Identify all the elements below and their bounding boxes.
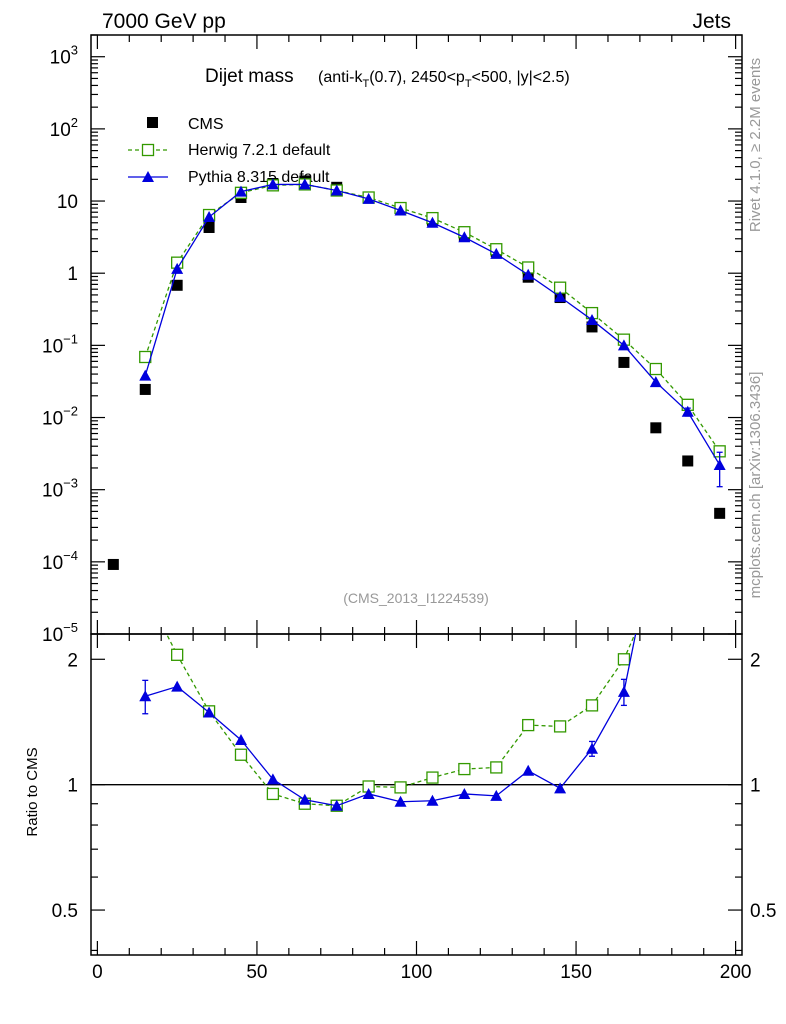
- pythia-ratio-point: [266, 773, 279, 785]
- pythia-main-point: [426, 216, 439, 228]
- pythia-main-point: [362, 192, 375, 204]
- chart-title: Dijet mass: [205, 66, 294, 87]
- chart-subtitle: (anti-kT(0.7), 2450<pT<500, |y|<2.5): [318, 69, 570, 90]
- herwig-ratio-point: [553, 720, 567, 733]
- herwig-ratio-point: [617, 653, 631, 666]
- ratio-ylabel: Ratio to CMS: [24, 747, 41, 836]
- herwig-ratio-point: [234, 748, 248, 761]
- ratio-y-tick-label-right: 0.5: [750, 901, 776, 922]
- x-tick-label: 150: [560, 962, 592, 983]
- pythia-ratio-point: [298, 793, 311, 805]
- main-y-tick-label: 10−3: [42, 476, 78, 502]
- legend-cms-label: CMS: [188, 116, 224, 133]
- legend-pythia-marker: [142, 171, 154, 182]
- pythia-main-point: [234, 185, 247, 197]
- header-energy: 7000 GeV pp: [102, 10, 226, 33]
- pythia-ratio-point: [458, 787, 471, 799]
- rivet-label: Rivet 4.1.0, ≥ 2.2M events: [747, 58, 764, 232]
- pythia-main-point: [171, 262, 184, 274]
- ratio-plot-area: [139, 634, 637, 812]
- pythia-main-point: [394, 204, 407, 216]
- herwig-ratio-point: [585, 699, 599, 712]
- pythia-ratio-point: [617, 685, 630, 697]
- ratio-plot-frame: [90, 633, 743, 956]
- ratio-y-tick-label-left: 1: [67, 776, 78, 797]
- cms-main-point: [714, 507, 726, 519]
- cms-main-point: [107, 558, 119, 570]
- ratio-y-tick-label-right: 1: [750, 776, 761, 797]
- pythia-ratio-point: [139, 690, 152, 702]
- pythia-main-point: [490, 247, 503, 259]
- x-tick-label: 100: [401, 962, 433, 983]
- main-y-tick-label: 10−2: [42, 404, 78, 430]
- pythia-ratio-point: [426, 794, 439, 806]
- legend-cms-marker: [147, 117, 158, 128]
- pythia-main-point: [713, 458, 726, 470]
- pythia-ratio-point: [234, 734, 247, 746]
- pythia-ratio-point: [394, 795, 407, 807]
- pythia-main-point: [554, 290, 567, 302]
- pythia-main-point: [522, 268, 535, 280]
- main-y-tick-label: 102: [50, 115, 78, 141]
- pythia-main-point: [203, 211, 216, 223]
- ratio-y-tick-label-left: 2: [67, 650, 78, 671]
- pythia-ratio-point: [330, 799, 343, 811]
- pythia-ratio-point: [586, 742, 599, 754]
- x-tick-label: 0: [92, 962, 103, 983]
- pythia-ratio-point: [362, 787, 375, 799]
- analysis-id: (CMS_2013_I1224539): [343, 590, 489, 606]
- pythia-main-point: [649, 376, 662, 388]
- cms-main-point: [203, 221, 215, 233]
- ratio-y-tick-label-left: 0.5: [52, 901, 78, 922]
- x-tick-label: 50: [246, 962, 267, 983]
- legend: CMS Herwig 7.2.1 default Pythia 8.315 de…: [128, 116, 331, 186]
- pythia-main-point: [139, 369, 152, 381]
- legend-herwig-label: Herwig 7.2.1 default: [188, 142, 331, 159]
- mcplots-label: mcplots.cern.ch [arXiv:1306.3436]: [747, 372, 764, 599]
- herwig-ratio-line: [165, 634, 636, 807]
- pythia-main-point: [298, 178, 311, 190]
- herwig-ratio-point: [266, 787, 280, 801]
- pythia-ratio-point: [490, 789, 503, 801]
- header-category: Jets: [692, 10, 731, 33]
- herwig-ratio-point: [394, 781, 407, 794]
- x-tick-label: 200: [720, 962, 752, 983]
- cms-main-point: [650, 422, 662, 434]
- cms-main-point: [171, 279, 183, 291]
- pythia-ratio-point: [171, 680, 184, 692]
- cms-main-point: [586, 321, 598, 333]
- cms-main-point: [139, 383, 151, 395]
- pythia-ratio-point: [203, 706, 216, 718]
- main-y-tick-label: 103: [50, 43, 78, 69]
- herwig-ratio-point: [171, 648, 184, 661]
- pythia-main-point: [681, 405, 694, 417]
- pythia-main-point: [330, 184, 343, 196]
- main-y-tick-label: 10−4: [42, 548, 78, 574]
- herwig-ratio-point: [490, 761, 503, 774]
- main-y-tick-label: 10−5: [42, 620, 78, 646]
- herwig-ratio-point: [458, 762, 471, 776]
- cms-main-point: [618, 356, 630, 368]
- pythia-ratio-point: [522, 764, 535, 776]
- herwig-ratio-point: [522, 718, 535, 732]
- pythia-ratio-line: [145, 634, 637, 807]
- pythia-ratio-point: [554, 782, 567, 794]
- pythia-main-point: [266, 178, 279, 190]
- main-y-tick-label: 10: [57, 192, 78, 213]
- legend-pythia-label: Pythia 8.315 default: [188, 169, 330, 186]
- pythia-main-point: [458, 231, 471, 243]
- herwig-ratio-point: [426, 771, 439, 784]
- ratio-y-tick-label-right: 2: [750, 650, 761, 671]
- main-y-tick-label: 10−1: [42, 331, 78, 357]
- main-plot-area: [107, 175, 726, 570]
- herwig-main-point: [649, 362, 662, 376]
- pythia-main-point: [617, 339, 630, 351]
- main-y-tick-label: 1: [67, 264, 78, 285]
- legend-herwig-marker: [141, 143, 155, 157]
- cms-main-point: [682, 455, 694, 467]
- pythia-main-point: [586, 313, 599, 325]
